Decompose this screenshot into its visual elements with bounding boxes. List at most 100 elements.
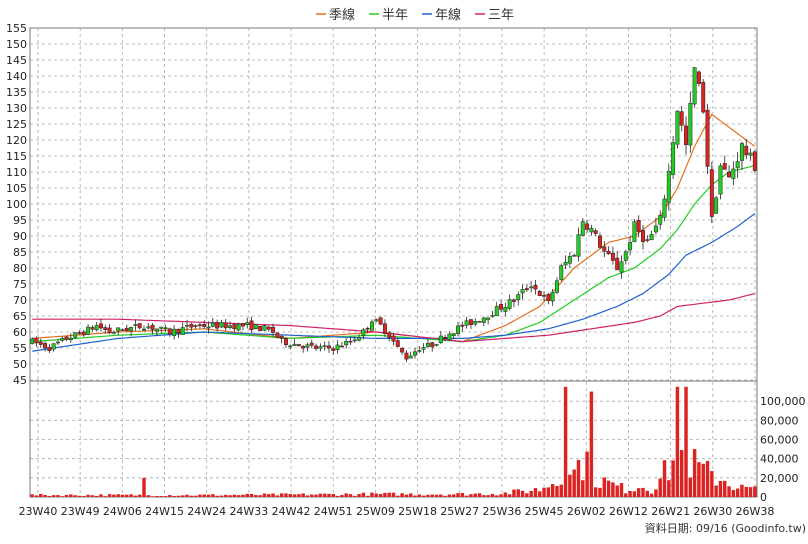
volume-bar bbox=[624, 493, 628, 497]
x-tick-label: 23W40 bbox=[19, 505, 58, 518]
volume-bar bbox=[628, 491, 632, 497]
volume-bar bbox=[99, 494, 103, 497]
volume-bar bbox=[133, 495, 138, 497]
volume-bar bbox=[477, 493, 482, 497]
candle-body bbox=[335, 344, 340, 351]
legend-label: 半年 bbox=[382, 8, 408, 23]
volume-bar bbox=[710, 471, 714, 497]
price-candles bbox=[30, 66, 757, 363]
candle-body bbox=[602, 246, 607, 252]
volume-bar bbox=[211, 494, 215, 497]
candle-body bbox=[129, 327, 134, 332]
volume-bar bbox=[387, 492, 391, 497]
volume-bar bbox=[30, 494, 34, 497]
candle-body bbox=[684, 125, 688, 146]
volume-bar bbox=[129, 494, 133, 497]
candle-body bbox=[421, 347, 426, 350]
volume-bar bbox=[297, 494, 301, 497]
volume-bar bbox=[267, 494, 271, 497]
volume-bar bbox=[193, 495, 198, 497]
candle-body bbox=[258, 325, 263, 331]
candle-body bbox=[709, 169, 714, 217]
volume-bar bbox=[370, 492, 374, 497]
candle-body bbox=[228, 325, 233, 328]
candle-body bbox=[64, 336, 69, 340]
volume-bar bbox=[73, 495, 77, 497]
volume-bar bbox=[679, 449, 684, 497]
volume-bar bbox=[241, 494, 245, 497]
volume-bar bbox=[86, 494, 90, 497]
price-tick-label: 80 bbox=[13, 262, 27, 275]
candle-body bbox=[262, 325, 267, 331]
chart-legend: 季線 半年 年線 三年 bbox=[316, 7, 514, 23]
volume-bar bbox=[107, 494, 112, 497]
volume-bar bbox=[284, 493, 288, 497]
candle-body bbox=[47, 347, 52, 351]
volume-bar bbox=[542, 487, 546, 497]
volume-bar bbox=[753, 486, 757, 497]
candle-body bbox=[671, 142, 676, 175]
candle-body bbox=[752, 151, 757, 171]
candle-body bbox=[658, 215, 663, 225]
volume-bar bbox=[378, 493, 383, 497]
volume-bar bbox=[340, 494, 344, 497]
volume-bar bbox=[39, 493, 43, 497]
volume-bar bbox=[202, 494, 206, 497]
x-tick-label: 24W06 bbox=[103, 505, 142, 518]
volume-bar bbox=[443, 495, 447, 497]
candle-body bbox=[593, 230, 598, 234]
candle-body bbox=[460, 324, 465, 327]
volume-bar bbox=[189, 495, 194, 497]
candle-body bbox=[81, 331, 86, 336]
volume-bar bbox=[473, 493, 477, 497]
price-tick-label: 100 bbox=[6, 198, 27, 211]
candle-body bbox=[86, 326, 91, 335]
volume-bar bbox=[400, 493, 404, 497]
ma-line bbox=[32, 165, 755, 343]
volume-bar bbox=[740, 484, 744, 497]
candle-body bbox=[197, 324, 202, 326]
candle-body bbox=[219, 322, 224, 328]
candle-body bbox=[739, 143, 744, 161]
price-tick-label: 135 bbox=[6, 86, 27, 99]
candle-body bbox=[163, 327, 168, 330]
volume-bar bbox=[611, 482, 615, 497]
volume-bar bbox=[180, 495, 185, 497]
candle-body bbox=[649, 234, 654, 241]
volume-bar bbox=[77, 495, 82, 497]
volume-bar bbox=[701, 463, 705, 497]
volume-bar bbox=[503, 492, 508, 497]
candle-body bbox=[559, 265, 564, 280]
volume-bar bbox=[314, 494, 318, 497]
volume-bar bbox=[507, 494, 512, 497]
candle-body bbox=[546, 293, 551, 302]
volume-tick-label: 80,000 bbox=[760, 414, 799, 427]
volume-bar bbox=[606, 480, 611, 497]
candle-body bbox=[542, 295, 547, 297]
volume-bar bbox=[684, 386, 688, 497]
candle-body bbox=[266, 326, 271, 330]
volume-bar bbox=[452, 494, 456, 497]
chart-axes: 45 50 55 60 65 70 75 80 85 90 95 100 105 110 115 120 125… bbox=[6, 22, 806, 518]
candle-body bbox=[99, 323, 103, 329]
volume-bar bbox=[714, 485, 718, 497]
volume-bar bbox=[206, 494, 211, 497]
candle-body bbox=[73, 332, 78, 338]
volume-bar bbox=[495, 495, 499, 497]
volume-bar bbox=[198, 494, 202, 497]
candle-body bbox=[283, 338, 288, 346]
candle-body bbox=[430, 342, 435, 348]
volume-bar bbox=[224, 494, 228, 497]
x-tick-label: 24W33 bbox=[229, 505, 268, 518]
candle-body bbox=[159, 326, 164, 329]
candle-body bbox=[357, 337, 362, 341]
candle-body bbox=[150, 324, 155, 330]
candle-body bbox=[580, 221, 585, 236]
volume-bar bbox=[305, 495, 310, 497]
price-tick-label: 65 bbox=[13, 310, 27, 323]
volume-bar bbox=[168, 495, 172, 497]
x-tick-label: 25W27 bbox=[440, 505, 479, 518]
volume-bar bbox=[163, 496, 168, 497]
legend-label: 三年 bbox=[488, 8, 514, 23]
price-tick-label: 150 bbox=[6, 38, 27, 51]
